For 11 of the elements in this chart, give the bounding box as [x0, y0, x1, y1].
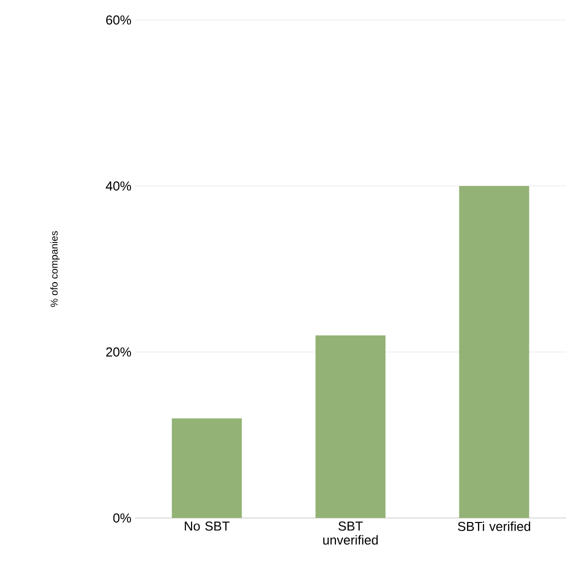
y-tick-label: 0% — [113, 513, 131, 523]
x-tick-label: No SBT — [184, 522, 230, 531]
y-tick-label: 40% — [106, 181, 131, 191]
y-tick-label: 60% — [106, 15, 131, 25]
y-tick-label: 20% — [106, 347, 131, 357]
x-tick-label: SBT unverified — [323, 522, 378, 545]
bar — [172, 418, 242, 518]
bar — [315, 335, 386, 518]
y-axis-title: % ofo companies — [50, 231, 60, 307]
bar — [459, 186, 530, 518]
x-tick-label: SBTi verified — [458, 522, 530, 532]
